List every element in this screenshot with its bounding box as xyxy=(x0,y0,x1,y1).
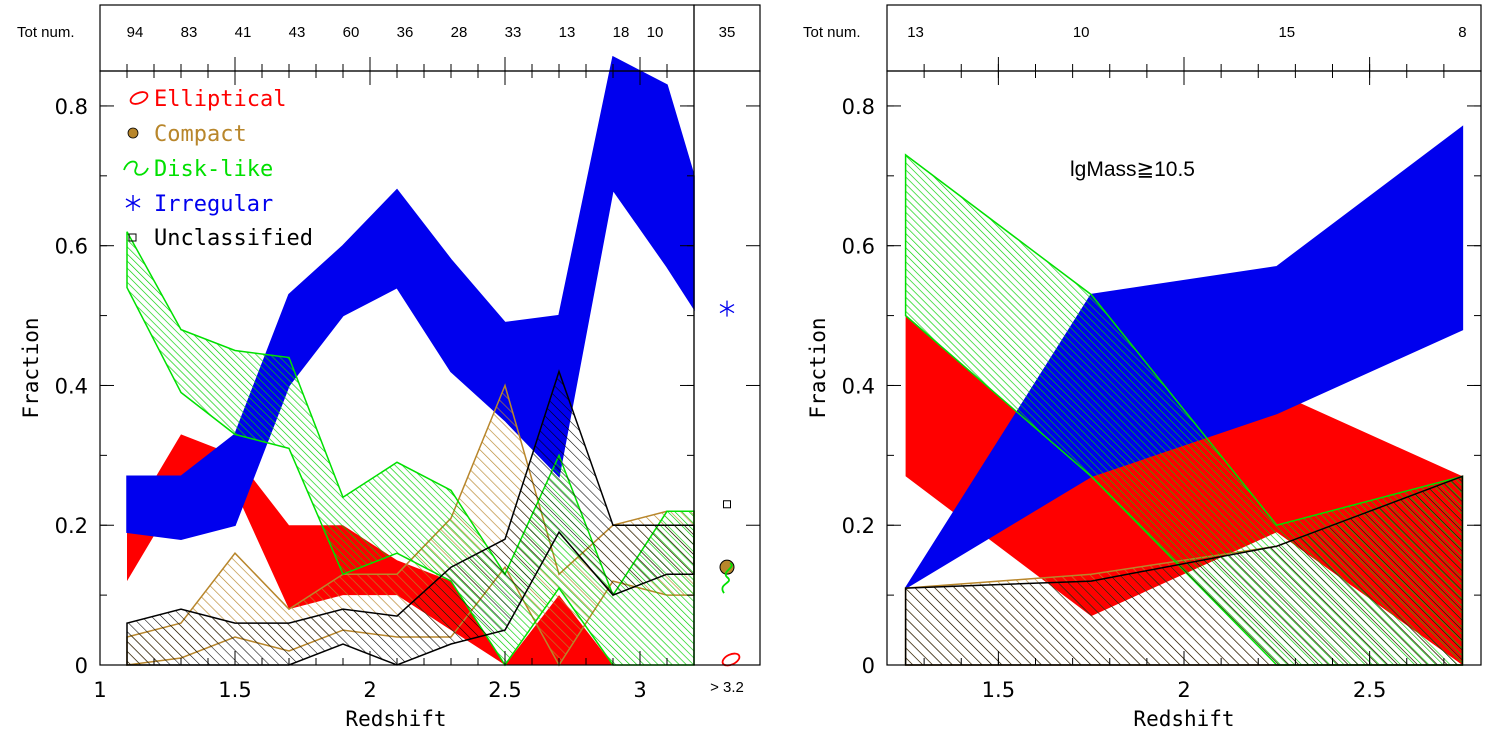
right-ytick-label: 0.4 xyxy=(842,374,875,398)
high-z-bin-label: > 3.2 xyxy=(710,679,744,696)
left-top-axis-label: Tot num. xyxy=(17,24,75,41)
left-high-z-points xyxy=(719,300,741,667)
left-tot-num-label: 28 xyxy=(451,24,468,41)
legend-item-disk: Disk-like xyxy=(123,157,273,182)
legend-label-compact: Compact xyxy=(154,122,247,147)
legend-label-unclassified: Unclassified xyxy=(154,226,313,251)
right-ytick-label: 0.6 xyxy=(842,235,875,259)
left-legend: Elliptical Compact Disk-like Irregular xyxy=(123,87,313,251)
high-z-strip-top-frame xyxy=(693,4,761,72)
compact-marker xyxy=(127,127,139,139)
legend-item-unclassified: Unclassified xyxy=(128,226,313,251)
left-tot-num-label: 36 xyxy=(397,24,414,41)
left-xtick-label: 2.5 xyxy=(488,678,521,702)
left-xtick-label: 2 xyxy=(363,678,376,702)
right-top-axis-label: Tot num. xyxy=(803,24,861,41)
legend-item-elliptical: Elliptical xyxy=(129,87,286,112)
right-ytick-label: 0.2 xyxy=(842,514,875,538)
left-xtick-label: 1 xyxy=(93,678,106,702)
right-x-axis-label: Redshift xyxy=(1133,707,1234,731)
right-xtick-label: 2.5 xyxy=(1353,678,1386,702)
right-axes: 0 0.2 0.4 0.6 0.8 1.5 2 2.5 13 10 15 8 xyxy=(842,4,1482,702)
left-tot-num-label: 33 xyxy=(505,24,522,41)
right-ytick-label: 0.8 xyxy=(842,95,875,119)
elliptical-marker xyxy=(129,91,149,105)
left-panel: Elliptical Compact Disk-like Irregular xyxy=(17,4,761,731)
left-ytick-label: 0.6 xyxy=(55,235,88,259)
mass-cut-annotation: lgMass≧10.5 xyxy=(1070,158,1195,181)
right-ytick-label: 0 xyxy=(862,654,875,678)
left-x-axis-label: Redshift xyxy=(345,707,446,731)
left-tot-num-label: 18 xyxy=(613,24,630,41)
left-ytick-label: 0.2 xyxy=(55,514,88,538)
high-z-elliptical-point xyxy=(721,652,741,667)
right-tot-num-label: 15 xyxy=(1278,24,1295,41)
left-tot-num-label: 60 xyxy=(343,24,360,41)
left-xtick-label: 1.5 xyxy=(218,678,251,702)
right-tot-num-label: 13 xyxy=(907,24,924,41)
right-y-axis-label: Fraction xyxy=(806,317,830,418)
right-series-layer xyxy=(904,125,1464,666)
legend-item-compact: Compact xyxy=(127,122,247,147)
high-z-unclassified-point xyxy=(723,500,731,509)
right-panel: 0 0.2 0.4 0.6 0.8 1.5 2 2.5 13 10 15 8 Tot num. lgM… xyxy=(803,4,1482,731)
legend-item-irregular: Irregular xyxy=(125,192,273,217)
high-z-disk-point xyxy=(721,562,733,594)
left-tot-num-label: 94 xyxy=(127,24,144,41)
legend-label-irregular: Irregular xyxy=(154,192,273,217)
right-xtick-label: 2 xyxy=(1177,678,1190,702)
left-ytick-label: 0.4 xyxy=(55,374,88,398)
left-tot-num-label: 41 xyxy=(235,24,252,41)
legend-label-disk: Disk-like xyxy=(154,157,273,182)
right-tot-num-label: 8 xyxy=(1458,24,1466,41)
left-y-axis-label: Fraction xyxy=(19,317,43,418)
high-z-irregular-stroke xyxy=(719,304,735,314)
left-series-layer xyxy=(126,55,695,667)
left-tot-num-label: 83 xyxy=(181,24,198,41)
irregular-marker xyxy=(125,195,141,211)
right-xtick-label: 1.5 xyxy=(982,678,1015,702)
left-ytick-label: 0.8 xyxy=(55,95,88,119)
left-axes: 0 0.2 0.4 0.6 0.8 1 1.5 2 2.5 3 94 83 41 43 60 36 28 33 13… xyxy=(55,4,761,702)
left-xtick-label: 3 xyxy=(633,678,646,702)
right-tot-num-label: 10 xyxy=(1073,24,1090,41)
left-tot-num-label: 13 xyxy=(559,24,576,41)
left-tot-num-label: 10 xyxy=(647,24,664,41)
left-tot-num-label: 35 xyxy=(719,24,736,41)
disk-marker xyxy=(123,160,149,176)
left-tot-num-label: 43 xyxy=(289,24,306,41)
legend-label-elliptical: Elliptical xyxy=(154,87,286,112)
left-ytick-label: 0 xyxy=(75,654,88,678)
unclassified-marker xyxy=(128,233,137,242)
